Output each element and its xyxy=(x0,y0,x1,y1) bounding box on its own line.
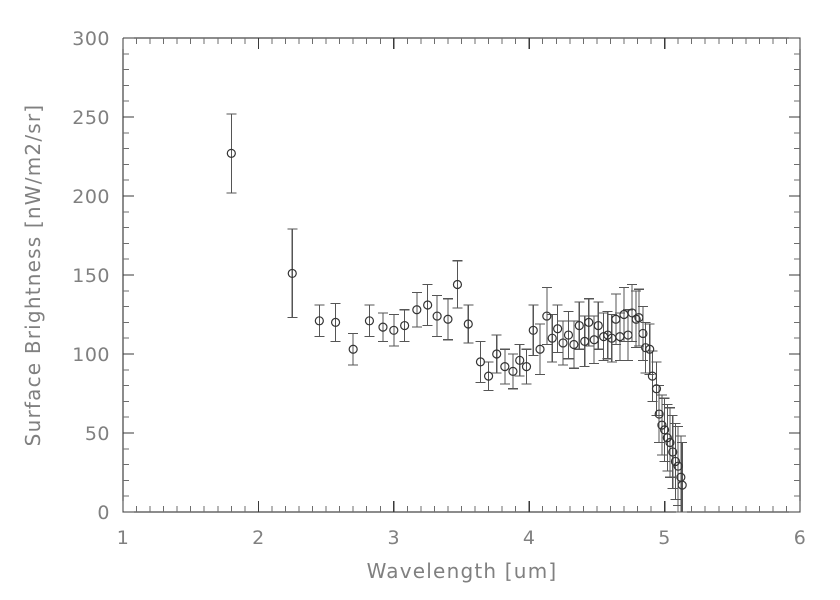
y-axis-ticks xyxy=(123,37,800,513)
data-point-marker xyxy=(569,339,579,350)
data-point-marker xyxy=(651,384,662,394)
data-point-marker xyxy=(348,344,358,354)
data-point-marker xyxy=(475,357,486,367)
x-axis-label: Wavelength [um] xyxy=(367,559,558,583)
data-point-marker xyxy=(580,336,590,346)
data-point-marker xyxy=(668,447,678,457)
axis-frame xyxy=(122,37,801,513)
data-point-marker xyxy=(647,371,658,381)
data-point-marker xyxy=(389,325,399,335)
data-point-marker xyxy=(662,433,672,443)
x-ticklabel: 4 xyxy=(523,527,536,549)
error-bars xyxy=(226,113,688,513)
data-point-marker xyxy=(364,316,375,326)
data-point-marker xyxy=(563,330,574,340)
x-ticklabel: 1 xyxy=(117,527,130,549)
data-point-marker xyxy=(521,362,532,372)
data-point-marker xyxy=(423,300,433,310)
y-ticklabel: 50 xyxy=(85,423,110,445)
data-point-marker xyxy=(638,328,648,339)
y-ticklabel: 200 xyxy=(72,186,110,208)
data-point-marker xyxy=(463,319,473,329)
data-point-marker xyxy=(483,371,494,381)
data-point-marker xyxy=(378,322,388,332)
data-point-marker xyxy=(432,311,442,321)
x-ticklabel: 6 xyxy=(794,527,807,549)
data-point-marker xyxy=(287,268,297,279)
y-ticklabel: 100 xyxy=(72,344,110,366)
x-axis-ticks xyxy=(122,38,801,512)
data-point-marker xyxy=(515,355,525,365)
y-ticklabel: 300 xyxy=(72,28,110,50)
data-point-marker xyxy=(574,320,584,331)
data-point-marker xyxy=(584,317,594,327)
data-point-marker xyxy=(593,320,603,331)
data-point-marker xyxy=(558,338,568,348)
data-point-marker xyxy=(492,349,502,359)
data-point-marker xyxy=(627,308,637,318)
x-ticklabel: 2 xyxy=(252,527,265,549)
data-point-marker xyxy=(654,409,664,419)
y-axis-label: Surface Brightness [nW/m2/sr] xyxy=(21,104,45,447)
frame-rect xyxy=(122,37,801,513)
y-axis-ticklabels: 0 50 100 150 200 250 300 xyxy=(72,28,110,524)
data-point-marker xyxy=(641,343,651,353)
data-point-marker xyxy=(645,344,655,354)
y-ticklabel: 250 xyxy=(72,107,110,129)
data-point-marker xyxy=(553,324,563,334)
data-point-marker xyxy=(659,425,670,435)
data-point-marker xyxy=(677,480,687,490)
data-point-marker xyxy=(330,317,341,327)
data-point-marker xyxy=(611,314,621,324)
data-point-marker xyxy=(452,279,463,290)
data-point-marker xyxy=(226,148,236,158)
data-point-marker xyxy=(542,311,552,321)
y-ticklabel: 0 xyxy=(97,502,110,524)
data-point-marker xyxy=(500,362,510,372)
data-point-marker xyxy=(508,366,518,376)
data-point-marker xyxy=(623,330,633,340)
data-point-marker xyxy=(634,313,644,323)
y-ticklabel: 150 xyxy=(72,265,110,287)
data-point-marker xyxy=(400,320,410,331)
data-point-marker xyxy=(665,437,675,448)
x-ticklabel: 5 xyxy=(658,527,671,549)
data-point-marker xyxy=(528,325,538,335)
data-point-marker xyxy=(673,461,683,471)
x-axis-ticklabels: 1 2 3 4 5 6 xyxy=(117,527,807,549)
data-point-marker xyxy=(314,316,324,326)
data-point-marker xyxy=(670,456,681,467)
data-point-markers xyxy=(226,148,687,490)
data-point-marker xyxy=(443,314,453,324)
data-point-marker xyxy=(535,344,545,354)
x-ticklabel: 3 xyxy=(388,527,401,549)
data-point-marker xyxy=(657,420,667,430)
data-point-marker xyxy=(412,305,422,315)
data-point-marker xyxy=(547,333,557,343)
data-point-marker xyxy=(589,335,599,345)
